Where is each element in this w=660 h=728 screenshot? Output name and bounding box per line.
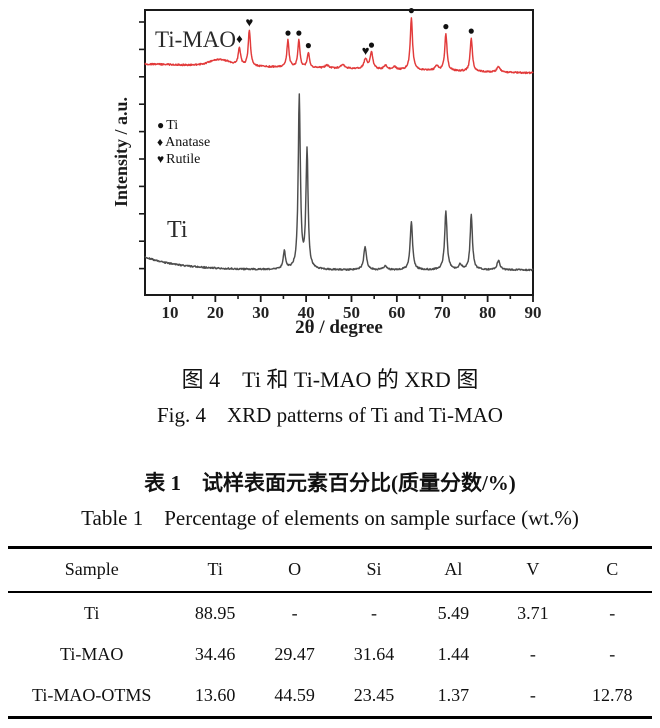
x-axis-tick-label: 70 — [434, 303, 451, 322]
x-axis-tick-label: 10 — [161, 303, 178, 322]
y-axis-label: Intensity / a.u. — [111, 96, 131, 208]
peak-marker-rutile-icon: ♥ — [362, 43, 370, 58]
element-value: - — [291, 602, 298, 623]
element-value: - — [370, 602, 377, 623]
series-label-ti-mao: Ti-MAO — [155, 27, 236, 52]
element-value: 1.44 — [437, 644, 470, 664]
peak-marker-ti-icon: ● — [368, 37, 375, 51]
figure-caption-english: Fig. 4 XRD patterns of Ti and Ti-MAO — [157, 403, 503, 427]
element-value: 3.71 — [517, 602, 549, 623]
x-axis-tick-label: 50 — [343, 303, 360, 322]
element-value: 13.60 — [194, 685, 236, 706]
x-axis-tick-label: 90 — [525, 303, 542, 322]
element-value: 88.95 — [194, 602, 236, 623]
element-value: 31.64 — [353, 644, 395, 664]
table-body: Ti 88.95 - - 5.49 3.71 - Ti-MAO 34.46 29.47 31.64 1… — [8, 592, 652, 718]
table-header-row: Sample Ti O Si Al V C — [8, 548, 652, 592]
peak-marker-anatase-icon: ♦ — [236, 31, 243, 46]
peak-marker-ti-icon: ● — [442, 19, 449, 33]
elements-table: Sample Ti O Si Al V C Ti 88.95- -5.49 3.71- Ti-MAO… — [8, 546, 652, 719]
column-header-sample: Sample — [64, 559, 119, 580]
table-row-ti: Ti 88.95 - - 5.49 3.71 - — [8, 592, 652, 634]
column-header-al: Al — [444, 559, 463, 580]
peak-marker-ti-icon: ● — [295, 26, 302, 40]
column-header-si: Si — [366, 559, 382, 580]
table-row-ti-mao-otms: Ti-MAO-OTMS 13.60 44.59 23.45 1.37 - 12.78 — [8, 676, 652, 718]
table-caption-chinese: 表 1 试样表面元素百分比(质量分数/%) — [144, 471, 516, 495]
x-axis-tick-label: 20 — [207, 303, 224, 322]
legend-label: Rutile — [166, 152, 201, 167]
xrd-trace-ti-mao — [144, 17, 534, 75]
peak-marker-ti-icon: ● — [408, 3, 415, 17]
xrd-figure: 10 20 30 40 50 60 70 80 90 ♦ ♥ ● ● ● ♥ ● ● ● ● Intensity /… — [0, 0, 660, 342]
x-axis-tick-label: 80 — [479, 303, 496, 322]
element-value: 29.47 — [274, 644, 315, 664]
table-row-ti-mao: Ti-MAO 34.46 29.47 31.64 1.44 - - — [8, 634, 652, 676]
element-value: 44.59 — [274, 685, 315, 706]
element-value: - — [529, 685, 536, 706]
element-value: 12.78 — [592, 685, 633, 706]
element-value: 5.49 — [437, 602, 470, 623]
peak-marker-ti-icon: ● — [468, 24, 475, 38]
x-axis-tick-label: 60 — [388, 303, 405, 322]
table-caption-english: Table 1 Percentage of elements on sample… — [81, 506, 579, 530]
xrd-trace-ti — [144, 93, 534, 272]
x-axis-tick-label: 40 — [298, 303, 315, 322]
legend-item-anatase: ♦ Anatase — [157, 134, 210, 151]
series-label-ti: Ti — [167, 217, 188, 243]
column-header-ti: Ti — [207, 559, 223, 580]
ti-marker-icon: ● — [157, 118, 165, 132]
element-value: - — [609, 602, 616, 623]
x-axis-label: 2θ / degree — [295, 317, 383, 338]
legend-label: Anatase — [165, 135, 211, 150]
element-value: 23.45 — [353, 685, 395, 706]
legend-label: Ti — [166, 118, 179, 133]
column-header-v: V — [526, 559, 540, 580]
legend-item-rutile: ♥ Rutile — [157, 151, 210, 168]
sample-name: Ti-MAO-OTMS — [32, 685, 152, 706]
column-header-o: O — [288, 559, 302, 580]
sample-name: Ti — [84, 602, 100, 623]
element-value: - — [609, 644, 616, 664]
legend-item-ti: ● Ti — [157, 117, 210, 134]
figure-caption-chinese: 图 4 Ti 和 Ti-MAO 的 XRD 图 — [181, 367, 479, 392]
column-header-c: C — [606, 559, 619, 580]
peak-marker-rutile-icon: ♥ — [246, 14, 254, 29]
plot-frame — [144, 9, 534, 296]
table-header: Sample Ti O Si Al V C — [8, 548, 652, 592]
sample-name: Ti-MAO — [60, 644, 124, 664]
rutile-marker-icon: ♥ — [157, 152, 165, 166]
element-value: - — [529, 644, 536, 664]
peak-marker-ti-icon: ● — [284, 25, 291, 39]
anatase-marker-icon: ♦ — [157, 135, 164, 149]
peak-marker-ti-icon: ● — [305, 38, 312, 52]
x-axis-tick-label: 30 — [252, 303, 269, 322]
element-value: 34.46 — [194, 644, 236, 664]
xrd-chart: 10 20 30 40 50 60 70 80 90♦♥● ●● ♥●●● ● — [139, 3, 542, 322]
element-value: 1.37 — [437, 685, 470, 706]
phase-legend: ● Ti ♦ Anatase ♥ Rutile — [157, 117, 210, 168]
